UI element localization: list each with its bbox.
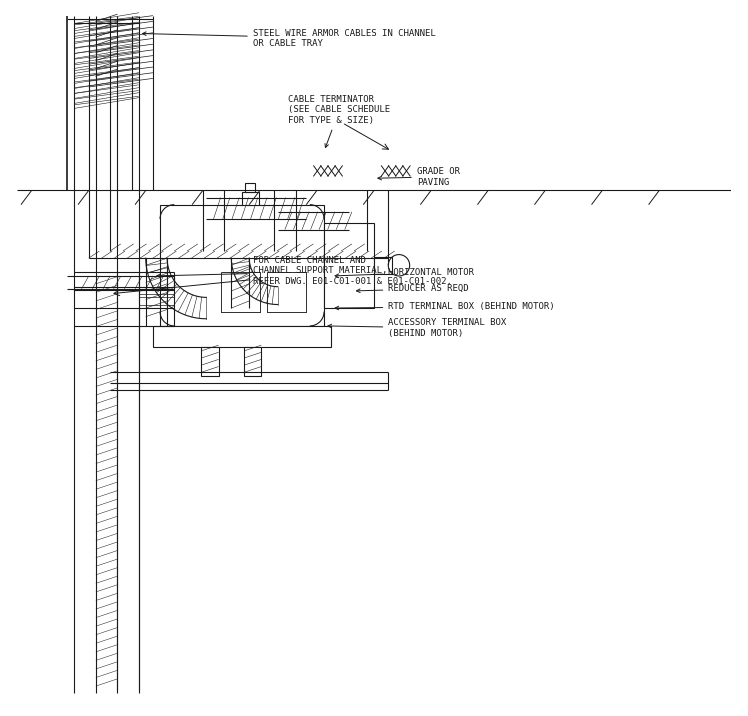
- Bar: [242, 192, 259, 205]
- Bar: [221, 272, 260, 311]
- Text: STEEL WIRE ARMOR CABLES IN CHANNEL
OR CABLE TRAY: STEEL WIRE ARMOR CABLES IN CHANNEL OR CA…: [143, 29, 435, 48]
- Bar: [324, 223, 374, 308]
- Text: HORIZONTAL MOTOR: HORIZONTAL MOTOR: [335, 268, 474, 278]
- Bar: [374, 257, 392, 274]
- Text: ACCESSORY TERMINAL BOX
(BEHIND MOTOR): ACCESSORY TERMINAL BOX (BEHIND MOTOR): [328, 319, 506, 338]
- Bar: [244, 347, 261, 376]
- Bar: [201, 347, 218, 376]
- Text: RTD TERMINAL BOX (BEHIND MOTOR): RTD TERMINAL BOX (BEHIND MOTOR): [335, 302, 555, 311]
- Bar: [267, 272, 306, 311]
- Bar: [153, 326, 331, 347]
- Text: REDUCER AS REQD: REDUCER AS REQD: [357, 284, 469, 294]
- Text: CABLE TERMINATOR
(SEE CABLE SCHEDULE
FOR TYPE & SIZE): CABLE TERMINATOR (SEE CABLE SCHEDULE FOR…: [289, 95, 390, 147]
- Text: GRADE OR
PAVING: GRADE OR PAVING: [378, 167, 460, 187]
- Bar: [267, 272, 306, 311]
- Bar: [245, 183, 255, 192]
- Text: FOR CABLE CHANNEL AND
CHANNEL SUPPORT MATERIAL,
REFER DWG. E01-C01-001 & E01-C01: FOR CABLE CHANNEL AND CHANNEL SUPPORT MA…: [157, 256, 452, 286]
- Bar: [221, 272, 260, 311]
- Bar: [160, 205, 324, 326]
